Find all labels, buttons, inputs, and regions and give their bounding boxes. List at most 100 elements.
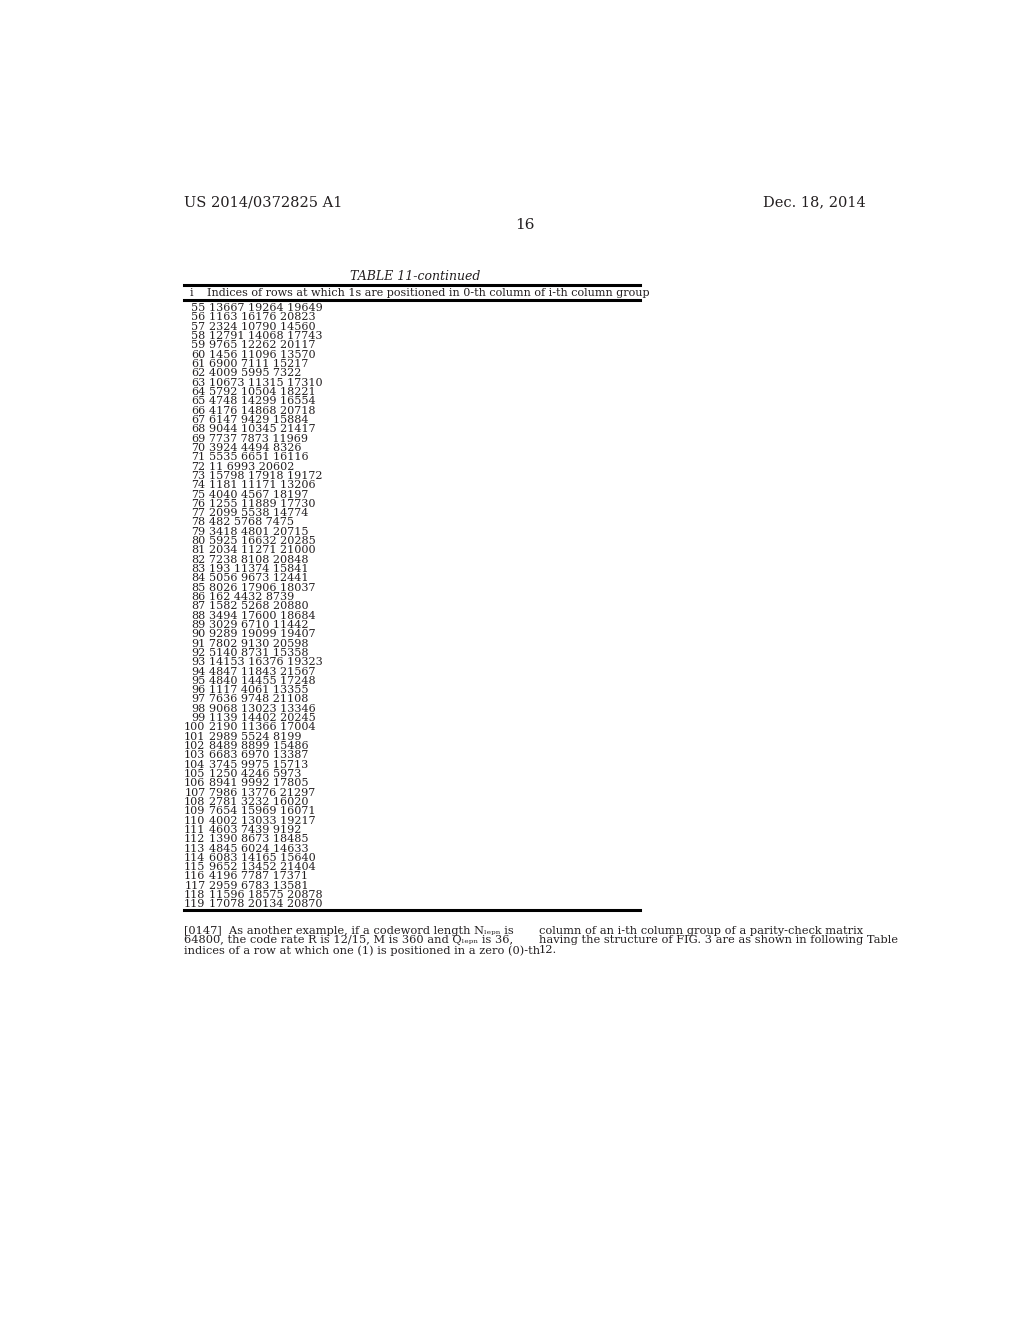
Text: 114: 114 [184, 853, 206, 863]
Text: 77: 77 [191, 508, 206, 519]
Text: 9289 19099 19407: 9289 19099 19407 [209, 630, 316, 639]
Text: 11596 18575 20878: 11596 18575 20878 [209, 890, 323, 900]
Text: 78: 78 [191, 517, 206, 528]
Text: having the structure of FIG. 3 are as shown in following Table: having the structure of FIG. 3 are as sh… [539, 936, 898, 945]
Text: 79: 79 [191, 527, 206, 537]
Text: 63: 63 [191, 378, 206, 388]
Text: 7238 8108 20848: 7238 8108 20848 [209, 554, 309, 565]
Text: 6683 6970 13387: 6683 6970 13387 [209, 750, 309, 760]
Text: 16: 16 [515, 218, 535, 232]
Text: 4196 7787 17371: 4196 7787 17371 [209, 871, 308, 882]
Text: 113: 113 [184, 843, 206, 854]
Text: 2190 11366 17004: 2190 11366 17004 [209, 722, 316, 733]
Text: 98: 98 [191, 704, 206, 714]
Text: 88: 88 [191, 611, 206, 620]
Text: 5140 8731 15358: 5140 8731 15358 [209, 648, 309, 657]
Text: 4040 4567 18197: 4040 4567 18197 [209, 490, 309, 499]
Text: 76: 76 [191, 499, 206, 508]
Text: 3418 4801 20715: 3418 4801 20715 [209, 527, 309, 537]
Text: 8489 8899 15486: 8489 8899 15486 [209, 741, 309, 751]
Text: 5535 6651 16116: 5535 6651 16116 [209, 453, 309, 462]
Text: indices of a row at which one (1) is positioned in a zero (0)-th: indices of a row at which one (1) is pos… [183, 945, 540, 956]
Text: 11 6993 20602: 11 6993 20602 [209, 462, 295, 471]
Text: 66: 66 [191, 405, 206, 416]
Text: 74: 74 [191, 480, 206, 490]
Text: 9652 13452 21404: 9652 13452 21404 [209, 862, 316, 873]
Text: 2034 11271 21000: 2034 11271 21000 [209, 545, 316, 556]
Text: 82: 82 [191, 554, 206, 565]
Text: 109: 109 [184, 807, 206, 816]
Text: TABLE 11-continued: TABLE 11-continued [349, 271, 480, 282]
Text: 5056 9673 12441: 5056 9673 12441 [209, 573, 309, 583]
Text: 81: 81 [191, 545, 206, 556]
Text: 4002 13033 19217: 4002 13033 19217 [209, 816, 316, 825]
Text: 64: 64 [191, 387, 206, 397]
Text: 7654 15969 16071: 7654 15969 16071 [209, 807, 315, 816]
Text: 95: 95 [191, 676, 206, 686]
Text: 89: 89 [191, 620, 206, 630]
Text: 2781 3232 16020: 2781 3232 16020 [209, 797, 309, 807]
Text: 1456 11096 13570: 1456 11096 13570 [209, 350, 316, 360]
Text: 7737 7873 11969: 7737 7873 11969 [209, 433, 308, 444]
Text: 55: 55 [191, 304, 206, 313]
Text: 4009 5995 7322: 4009 5995 7322 [209, 368, 302, 379]
Text: 4603 7439 9192: 4603 7439 9192 [209, 825, 302, 836]
Text: 71: 71 [191, 453, 206, 462]
Text: 12791 14068 17743: 12791 14068 17743 [209, 331, 323, 341]
Text: 4748 14299 16554: 4748 14299 16554 [209, 396, 316, 407]
Text: 1139 14402 20245: 1139 14402 20245 [209, 713, 316, 723]
Text: 117: 117 [184, 880, 206, 891]
Text: 97: 97 [191, 694, 206, 705]
Text: 119: 119 [184, 899, 206, 909]
Text: 14153 16376 19323: 14153 16376 19323 [209, 657, 324, 667]
Text: Indices of rows at which 1s are positioned in 0-th column of i-th column group: Indices of rows at which 1s are position… [207, 288, 649, 298]
Text: 100: 100 [184, 722, 206, 733]
Text: 80: 80 [191, 536, 206, 546]
Text: 9765 12262 20117: 9765 12262 20117 [209, 341, 315, 350]
Text: 3494 17600 18684: 3494 17600 18684 [209, 611, 316, 620]
Text: 3745 9975 15713: 3745 9975 15713 [209, 760, 308, 770]
Text: 94: 94 [191, 667, 206, 677]
Text: 105: 105 [184, 770, 206, 779]
Text: 8941 9992 17805: 8941 9992 17805 [209, 779, 309, 788]
Text: 6083 14165 15640: 6083 14165 15640 [209, 853, 316, 863]
Text: 7636 9748 21108: 7636 9748 21108 [209, 694, 309, 705]
Text: 111: 111 [184, 825, 206, 836]
Text: 68: 68 [191, 424, 206, 434]
Text: 2989 5524 8199: 2989 5524 8199 [209, 731, 302, 742]
Text: i: i [190, 288, 194, 298]
Text: 6900 7111 15217: 6900 7111 15217 [209, 359, 309, 370]
Text: 162 4432 8739: 162 4432 8739 [209, 591, 295, 602]
Text: 12.: 12. [539, 945, 557, 954]
Text: 75: 75 [191, 490, 206, 499]
Text: 116: 116 [184, 871, 206, 882]
Text: column of an i-th column group of a parity-check matrix: column of an i-th column group of a pari… [539, 925, 863, 936]
Text: 17078 20134 20870: 17078 20134 20870 [209, 899, 323, 909]
Text: 5792 10504 18221: 5792 10504 18221 [209, 387, 316, 397]
Text: 110: 110 [184, 816, 206, 825]
Text: 104: 104 [184, 760, 206, 770]
Text: Dec. 18, 2014: Dec. 18, 2014 [763, 195, 866, 210]
Text: 1163 16176 20823: 1163 16176 20823 [209, 313, 316, 322]
Text: US 2014/0372825 A1: US 2014/0372825 A1 [183, 195, 342, 210]
Text: 6147 9429 15884: 6147 9429 15884 [209, 414, 309, 425]
Text: 86: 86 [191, 591, 206, 602]
Text: 2099 5538 14774: 2099 5538 14774 [209, 508, 309, 519]
Text: 99: 99 [191, 713, 206, 723]
Text: 5925 16632 20285: 5925 16632 20285 [209, 536, 316, 546]
Text: 58: 58 [191, 331, 206, 341]
Text: 9068 13023 13346: 9068 13023 13346 [209, 704, 316, 714]
Text: 1390 8673 18485: 1390 8673 18485 [209, 834, 309, 845]
Text: 83: 83 [191, 564, 206, 574]
Text: 7802 9130 20598: 7802 9130 20598 [209, 639, 309, 648]
Text: 7986 13776 21297: 7986 13776 21297 [209, 788, 315, 797]
Text: 62: 62 [191, 368, 206, 379]
Text: 8026 17906 18037: 8026 17906 18037 [209, 582, 315, 593]
Text: 4845 6024 14633: 4845 6024 14633 [209, 843, 309, 854]
Text: 1255 11889 17730: 1255 11889 17730 [209, 499, 315, 508]
Text: 15798 17918 19172: 15798 17918 19172 [209, 471, 323, 480]
Text: 112: 112 [184, 834, 206, 845]
Text: 1582 5268 20880: 1582 5268 20880 [209, 602, 309, 611]
Text: 90: 90 [191, 630, 206, 639]
Text: 102: 102 [184, 741, 206, 751]
